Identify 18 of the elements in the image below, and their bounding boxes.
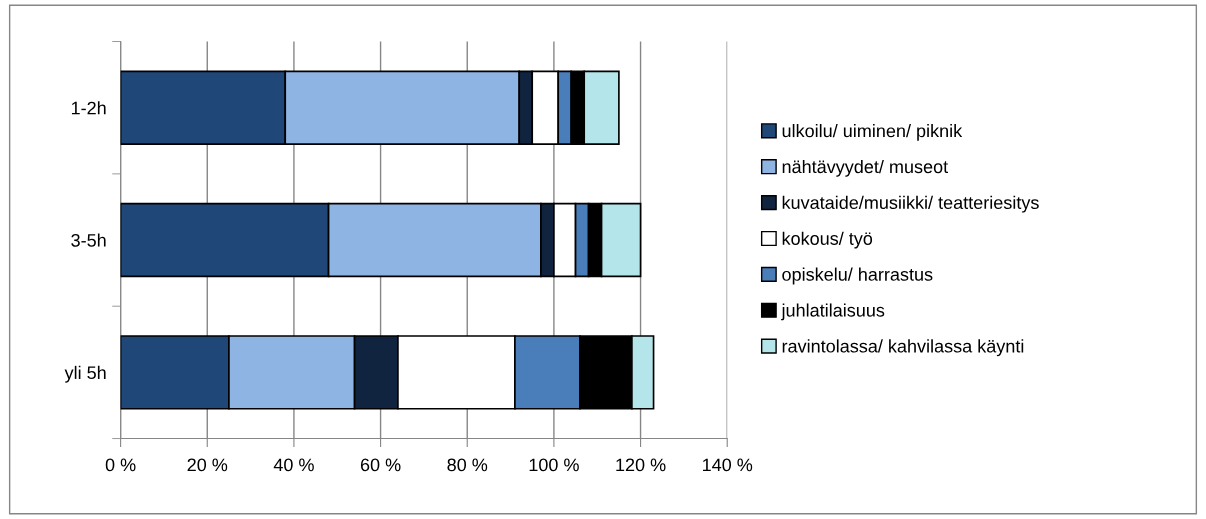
x-tick-label: 40 % xyxy=(273,458,314,472)
x-tick-label: 100 % xyxy=(529,458,579,472)
x-tick-label: 20 % xyxy=(187,458,228,472)
x-tick-label: 140 % xyxy=(703,458,753,472)
legend-label: kuvataide/musiikki/ teatteriesitys xyxy=(782,195,1039,213)
y-tick-label: yli 5h xyxy=(64,365,106,383)
x-tick-label: 80 % xyxy=(447,458,488,472)
legend-label: nähtävyydet/ museot xyxy=(782,159,948,177)
legend-label: kokous/ työ xyxy=(782,231,873,249)
legend-label: opiskelu/ harrastus xyxy=(782,267,933,285)
legend-label: juhlatilaisuus xyxy=(781,303,885,321)
legend-label: ravintolassa/ kahvilassa käynti xyxy=(782,339,1024,357)
x-tick-label: 120 % xyxy=(616,458,666,472)
legend-label: ulkoilu/ uiminen/ piknik xyxy=(782,124,963,141)
x-tick-label: 60 % xyxy=(360,458,401,472)
x-tick-label: 0 % xyxy=(105,458,136,472)
y-tick-label: 3-5h xyxy=(71,233,106,247)
y-tick-label: 1-2h xyxy=(71,101,106,115)
